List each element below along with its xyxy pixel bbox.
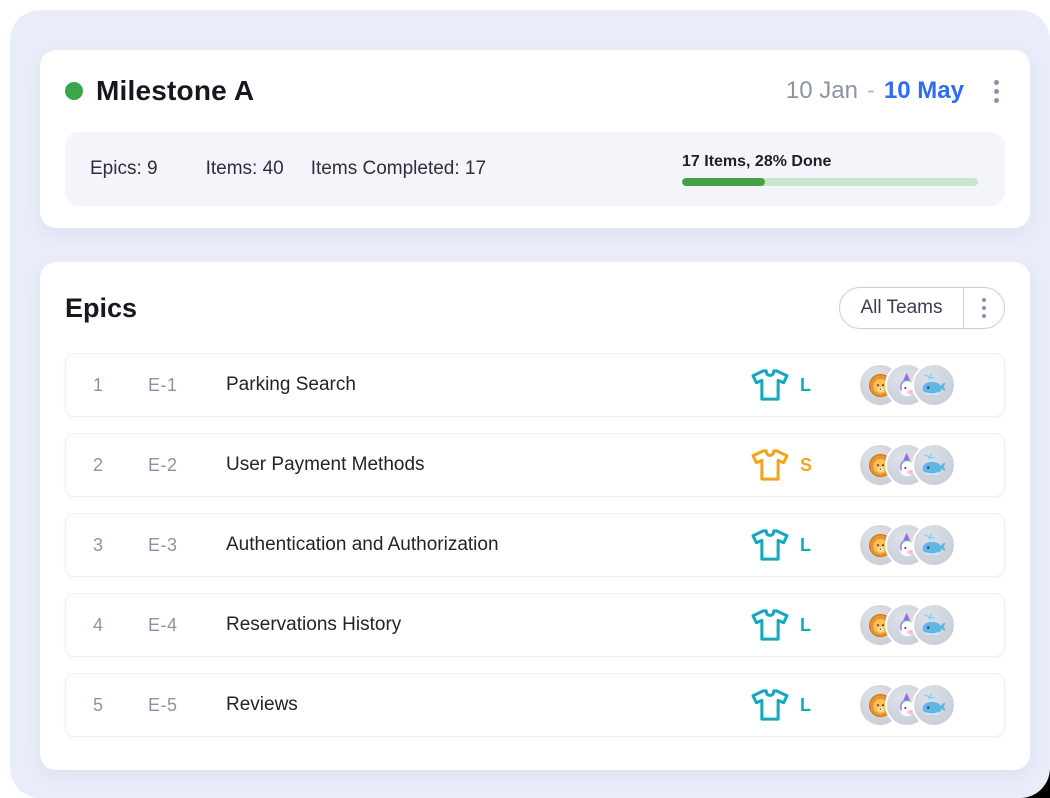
progress-track bbox=[682, 177, 978, 186]
epic-index: 5 bbox=[93, 694, 104, 715]
epic-row[interactable]: 1 E-1 Parking Search L bbox=[65, 353, 1005, 417]
size-label: L bbox=[800, 534, 811, 555]
epic-index: 2 bbox=[93, 454, 104, 475]
avatar-group bbox=[858, 683, 956, 727]
date-end: 10 May bbox=[883, 77, 964, 104]
epic-title: Authentication and Authorization bbox=[226, 534, 499, 555]
progress-label: 17 Items, 28% Done bbox=[682, 152, 832, 170]
team-filter-label: All Teams bbox=[860, 297, 943, 318]
team-filter-button[interactable]: All Teams bbox=[839, 287, 1005, 329]
epic-row[interactable]: 4 E-4 Reservations History L bbox=[65, 593, 1005, 657]
unicorn-icon bbox=[898, 612, 916, 637]
avatar-group bbox=[858, 603, 956, 647]
epic-code: E-4 bbox=[148, 614, 178, 635]
stat-items-completed: Items Completed: 17 bbox=[310, 158, 487, 179]
epic-size: L bbox=[750, 608, 858, 642]
epic-index: 1 bbox=[93, 374, 104, 395]
epic-size: L bbox=[750, 528, 858, 562]
progress-fill bbox=[682, 177, 765, 186]
progress-block: 17 Items, 28% Done bbox=[682, 153, 978, 186]
whale-avatar bbox=[912, 363, 956, 407]
size-label: L bbox=[800, 614, 811, 635]
size-label: L bbox=[800, 374, 811, 395]
kebab-dot-icon bbox=[982, 298, 986, 302]
epic-size: L bbox=[750, 688, 858, 722]
epic-title: Reservations History bbox=[226, 614, 402, 635]
pill-divider bbox=[962, 288, 964, 328]
epic-title: Parking Search bbox=[226, 374, 356, 395]
whale-avatar bbox=[912, 443, 956, 487]
app-background: Milestone A 10 Jan - 10 May Epics: 9 Ite… bbox=[10, 10, 1050, 798]
unicorn-icon bbox=[898, 532, 916, 557]
epic-list: 1 E-1 Parking Search L bbox=[65, 353, 1005, 737]
milestone-title: Milestone A bbox=[96, 75, 255, 106]
whale-avatar bbox=[912, 603, 956, 647]
t-shirt-icon bbox=[751, 529, 789, 561]
stat-epics: Epics: 9 bbox=[90, 158, 158, 179]
t-shirt-icon bbox=[751, 609, 789, 641]
unicorn-icon bbox=[898, 452, 916, 477]
whale-icon bbox=[922, 693, 945, 715]
avatar-group bbox=[858, 443, 956, 487]
whale-icon bbox=[922, 453, 945, 475]
milestone-stats-bar: Epics: 9 Items: 40 Items Completed: 17 1… bbox=[65, 132, 1005, 206]
unicorn-icon bbox=[898, 692, 916, 717]
epic-index: 4 bbox=[93, 614, 104, 635]
epic-code: E-1 bbox=[148, 374, 178, 395]
epic-size: S bbox=[750, 448, 858, 482]
size-label: L bbox=[800, 694, 811, 715]
epic-title: Reviews bbox=[226, 694, 298, 715]
milestone-date-range[interactable]: 10 Jan - 10 May bbox=[786, 77, 964, 105]
epic-size: L bbox=[750, 368, 858, 402]
date-separator: - bbox=[866, 77, 875, 104]
t-shirt-icon bbox=[751, 689, 789, 721]
kebab-dot-icon bbox=[994, 97, 999, 103]
size-label: S bbox=[800, 454, 813, 475]
milestone-status-dot bbox=[65, 82, 83, 100]
unicorn-icon bbox=[898, 372, 916, 397]
milestone-card: Milestone A 10 Jan - 10 May Epics: 9 Ite… bbox=[40, 50, 1030, 228]
epics-title: Epics bbox=[65, 292, 138, 323]
kebab-dot-icon bbox=[982, 314, 986, 318]
whale-avatar bbox=[912, 523, 956, 567]
epics-header: Epics All Teams bbox=[65, 287, 1005, 329]
avatar-group bbox=[858, 523, 956, 567]
epic-code: E-3 bbox=[148, 534, 178, 555]
epic-row[interactable]: 2 E-2 User Payment Methods S bbox=[65, 433, 1005, 497]
whale-icon bbox=[922, 373, 945, 395]
t-shirt-icon bbox=[751, 369, 789, 401]
epic-code: E-5 bbox=[148, 694, 178, 715]
epics-card: Epics All Teams 1 E-1 Parking Search L bbox=[40, 262, 1030, 770]
stat-items: Items: 40 bbox=[205, 158, 284, 179]
whale-icon bbox=[922, 613, 945, 635]
epic-row[interactable]: 3 E-3 Authentication and Authorization L bbox=[65, 513, 1005, 577]
epic-index: 3 bbox=[93, 534, 104, 555]
epic-code: E-2 bbox=[148, 454, 178, 475]
whale-avatar bbox=[912, 683, 956, 727]
kebab-dot-icon bbox=[994, 79, 999, 85]
whale-icon bbox=[922, 533, 945, 555]
milestone-header: Milestone A 10 Jan - 10 May bbox=[40, 50, 1030, 132]
milestone-menu-button[interactable] bbox=[988, 76, 1005, 107]
date-start: 10 Jan bbox=[785, 77, 858, 104]
team-filter-menu-button[interactable] bbox=[964, 288, 1004, 328]
epic-row[interactable]: 5 E-5 Reviews L bbox=[65, 673, 1005, 737]
avatar-group bbox=[858, 363, 956, 407]
epic-title: User Payment Methods bbox=[226, 454, 425, 475]
kebab-dot-icon bbox=[994, 88, 999, 94]
kebab-dot-icon bbox=[982, 306, 986, 310]
t-shirt-icon bbox=[751, 449, 789, 481]
